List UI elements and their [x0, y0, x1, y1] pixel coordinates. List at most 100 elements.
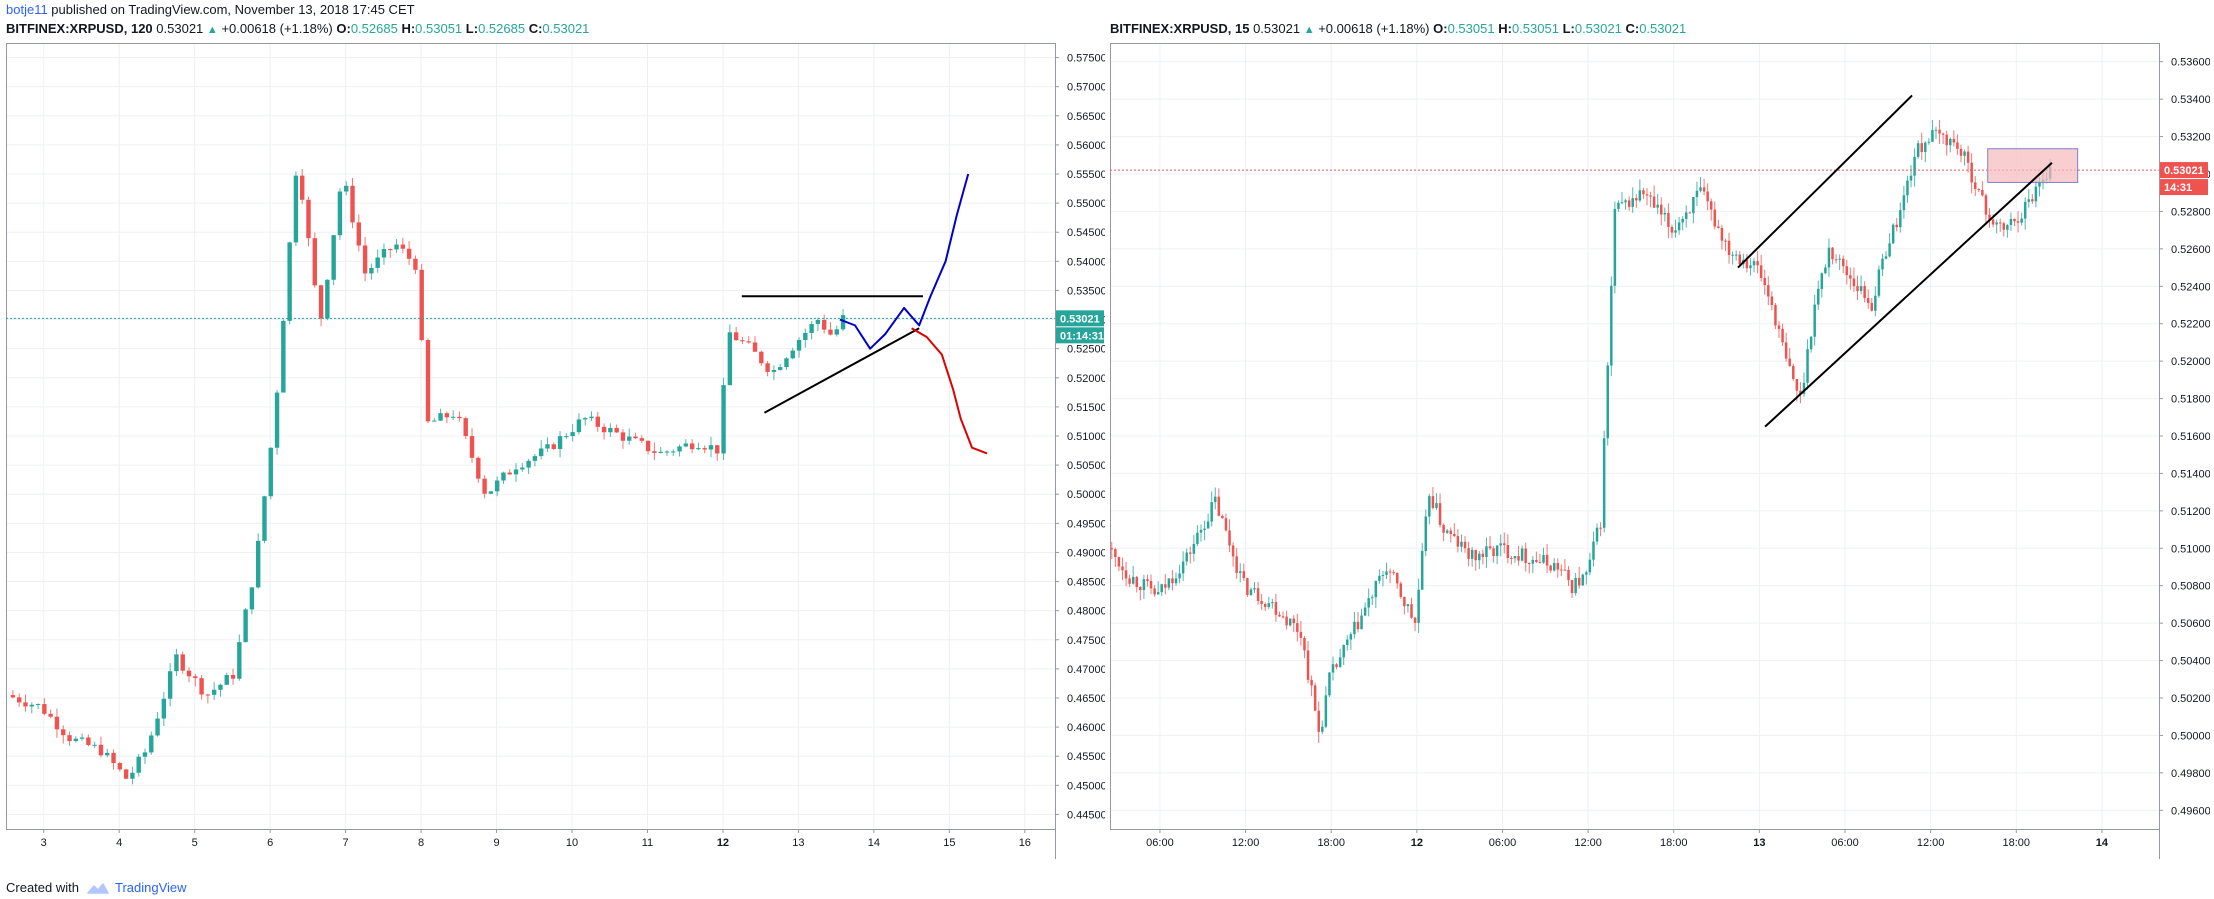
tradingview-brand[interactable]: TradingView — [87, 880, 187, 895]
right-candle-body — [1852, 278, 1856, 287]
left-candle-body — [671, 451, 676, 453]
right-candle-body — [1403, 596, 1406, 607]
right-candle-body — [1759, 265, 1763, 279]
left-candle-body — [130, 772, 135, 779]
right-candle-body — [1738, 254, 1742, 265]
left-symbol[interactable]: BITFINEX:XRPUSD — [6, 21, 124, 36]
left-y-tick-label: 0.46500 — [1067, 693, 1105, 705]
left-chart[interactable]: 0.57500 0.57000 0.56500 0.56000 0.55500 0.550… — [6, 43, 1105, 862]
right-candle-body — [1221, 515, 1224, 519]
left-candle-body — [564, 436, 569, 438]
left-candle-body — [450, 416, 456, 418]
right-candle-body — [1317, 710, 1320, 732]
author-link[interactable]: botje11 — [6, 2, 48, 17]
left-candle-body — [186, 670, 192, 677]
left-candle-body — [771, 369, 777, 372]
right-candle-body — [1263, 604, 1267, 608]
right-candle-body — [1342, 644, 1345, 658]
right-candle-body — [1189, 552, 1192, 554]
left-candle-body — [777, 367, 783, 370]
right-candle-body — [1984, 195, 1988, 215]
left-up-triangle-icon: ▲ — [206, 24, 218, 36]
left-y-tick-label: 0.51500 — [1067, 402, 1105, 414]
right-candle-body — [1324, 695, 1328, 727]
right-candle-body — [1338, 657, 1342, 668]
right-candle-body — [1627, 200, 1631, 207]
right-candle-body — [2009, 218, 2013, 225]
right-candle-body — [1817, 288, 1820, 305]
right-candle-body — [1949, 138, 1952, 146]
right-candle-body — [1881, 258, 1884, 270]
right-x-tick-label: 18:00 — [1660, 837, 1688, 849]
left-x-tick-label: 3 — [41, 837, 47, 849]
right-candle-body — [1167, 578, 1171, 588]
right-candle-body — [1938, 129, 1941, 134]
right-x-tick-label: 06:00 — [1831, 837, 1859, 849]
right-candle-body — [1420, 551, 1424, 590]
left-candle-body — [551, 444, 556, 449]
left-candle-body — [457, 416, 462, 419]
left-x-tick-label: 12 — [717, 837, 729, 849]
left-candle-body — [48, 713, 53, 717]
right-candle-body — [1913, 156, 1916, 176]
right-candle-body — [1531, 559, 1535, 564]
left-x-tick-label: 13 — [792, 837, 804, 849]
right-x-tick-label: 18:00 — [2003, 837, 2031, 849]
left-candle-body — [111, 752, 116, 764]
right-candle-body — [1228, 530, 1231, 546]
right-candle-body — [1866, 298, 1870, 303]
right-candle-body — [1267, 603, 1271, 608]
right-candle-body — [2027, 199, 2031, 202]
left-candle-body — [306, 199, 311, 239]
left-close: 0.53021 — [542, 21, 590, 36]
right-candle-body — [1542, 555, 1545, 563]
right-candle-body — [1217, 496, 1221, 516]
left-candle-body — [174, 654, 179, 672]
left-candle-body — [262, 496, 267, 541]
right-candle-body — [1128, 578, 1131, 584]
right-candle-body — [1117, 557, 1121, 567]
right-candle-body — [1210, 502, 1213, 522]
right-candle-body — [1253, 588, 1256, 590]
right-candle-body — [1631, 198, 1634, 207]
left-candle-body — [86, 737, 91, 746]
left-candle-body — [557, 436, 563, 449]
right-candle-body — [1249, 589, 1253, 595]
left-candle-body — [123, 769, 129, 779]
left-candle-body — [230, 674, 236, 679]
left-candle-body — [765, 363, 770, 372]
left-candle-body — [381, 249, 387, 258]
right-candle-body — [1574, 577, 1577, 594]
right-x-tick-label: 14 — [2096, 837, 2109, 849]
left-candle-body — [583, 418, 588, 420]
left-candle-body — [532, 456, 538, 461]
left-candle-body — [400, 244, 406, 249]
left-candle-body — [167, 671, 173, 699]
right-low: 0.53021 — [1574, 21, 1622, 36]
left-candle-body — [281, 320, 286, 393]
left-y-tick-label: 0.51000 — [1067, 431, 1105, 443]
right-chart[interactable]: 0.536000.534000.532000.530000.528000.526… — [1110, 43, 2210, 862]
right-candle-body — [1278, 614, 1281, 617]
left-candle-body — [92, 744, 97, 746]
left-candle-body — [375, 257, 380, 268]
right-symbol[interactable]: BITFINEX:XRPUSD — [1110, 21, 1228, 36]
left-y-tick-label: 0.50000 — [1067, 489, 1105, 501]
right-candle-body — [1756, 261, 1759, 266]
right-candle-body — [2013, 218, 2016, 222]
right-x-tick-label: 06:00 — [1489, 837, 1517, 849]
right-candle-body — [1602, 438, 1606, 528]
right-candle-body — [1884, 256, 1888, 259]
right-candle-body — [1388, 571, 1392, 573]
right-candle-body — [1970, 162, 1973, 183]
right-candle-body — [1306, 650, 1310, 680]
right-open: 0.53051 — [1447, 21, 1495, 36]
left-pane-header: BITFINEX:XRPUSD, 120 0.53021 ▲ +0.00618 … — [6, 21, 590, 36]
created-with-text: Created with — [6, 880, 79, 895]
right-candle-body — [1888, 243, 1891, 257]
right-candle-body — [1624, 200, 1627, 203]
right-candle-body — [1360, 615, 1363, 630]
right-candle-body — [1139, 587, 1142, 591]
right-candle-body — [1449, 530, 1452, 535]
right-candle-body — [1224, 518, 1228, 531]
